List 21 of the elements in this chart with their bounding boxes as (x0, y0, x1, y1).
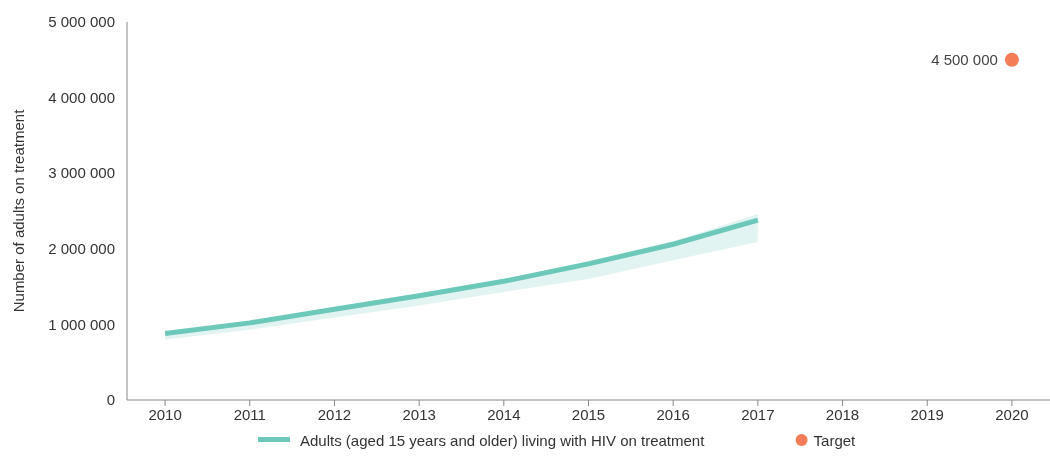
x-tick-label: 2014 (487, 406, 521, 423)
x-tick-label: 2016 (656, 406, 690, 423)
x-tick-label: 2013 (402, 406, 436, 423)
x-tick-label: 2019 (910, 406, 944, 423)
y-tick-label: 1 000 000 (48, 315, 115, 333)
x-tick-label: 2010 (148, 406, 182, 423)
y-axis-title: Number of adults on treatment (10, 108, 27, 313)
y-tick-label: 2 000 000 (48, 240, 115, 258)
x-tick-label: 2017 (741, 406, 775, 423)
y-tick-label: 3 000 000 (48, 164, 115, 182)
x-tick-label: 2012 (317, 406, 352, 423)
y-tick-label: 0 (106, 391, 115, 409)
y-tick-label: 5 000 000 (48, 13, 115, 31)
y-tick-label: 4 000 000 (48, 88, 115, 106)
data-label: 4 500 000 (931, 51, 998, 69)
x-tick-label: 2011 (233, 406, 266, 423)
x-tick-label: 2020 (995, 406, 1029, 423)
x-tick-label: 2018 (825, 406, 860, 423)
x-tick-label: 2015 (571, 406, 606, 423)
legend-label: Target (813, 432, 857, 449)
legend-label: Adults (aged 15 years and older) living with HIV on treatment (300, 432, 706, 449)
